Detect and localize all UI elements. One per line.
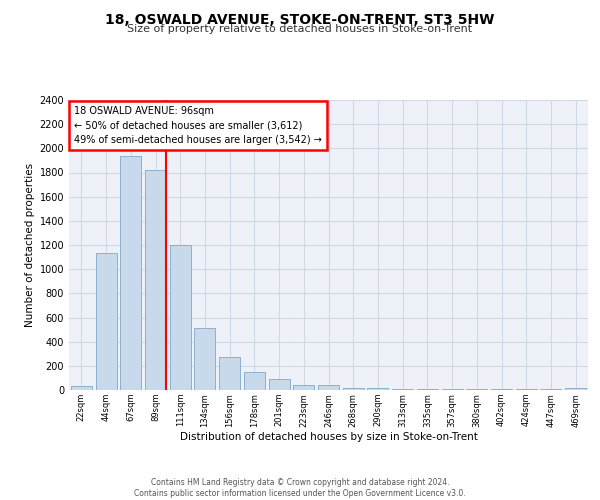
Bar bbox=[95, 254, 116, 390]
Bar bbox=[343, 388, 364, 390]
Bar bbox=[417, 389, 438, 390]
Bar bbox=[71, 386, 92, 390]
Text: Contains HM Land Registry data © Crown copyright and database right 2024.
Contai: Contains HM Land Registry data © Crown c… bbox=[134, 478, 466, 498]
Bar bbox=[145, 170, 166, 390]
Text: 18, OSWALD AVENUE, STOKE-ON-TRENT, ST3 5HW: 18, OSWALD AVENUE, STOKE-ON-TRENT, ST3 5… bbox=[106, 12, 494, 26]
Bar bbox=[318, 385, 339, 390]
Text: 18 OSWALD AVENUE: 96sqm
← 50% of detached houses are smaller (3,612)
49% of semi: 18 OSWALD AVENUE: 96sqm ← 50% of detache… bbox=[74, 106, 322, 146]
Bar bbox=[219, 358, 240, 390]
Text: Size of property relative to detached houses in Stoke-on-Trent: Size of property relative to detached ho… bbox=[127, 24, 473, 34]
Bar bbox=[392, 389, 413, 390]
Bar bbox=[367, 388, 388, 390]
Bar bbox=[293, 384, 314, 390]
Bar bbox=[269, 379, 290, 390]
Bar bbox=[170, 245, 191, 390]
Bar bbox=[194, 328, 215, 390]
Bar bbox=[120, 156, 141, 390]
X-axis label: Distribution of detached houses by size in Stoke-on-Trent: Distribution of detached houses by size … bbox=[179, 432, 478, 442]
Y-axis label: Number of detached properties: Number of detached properties bbox=[25, 163, 35, 327]
Bar bbox=[565, 388, 586, 390]
Bar bbox=[244, 372, 265, 390]
